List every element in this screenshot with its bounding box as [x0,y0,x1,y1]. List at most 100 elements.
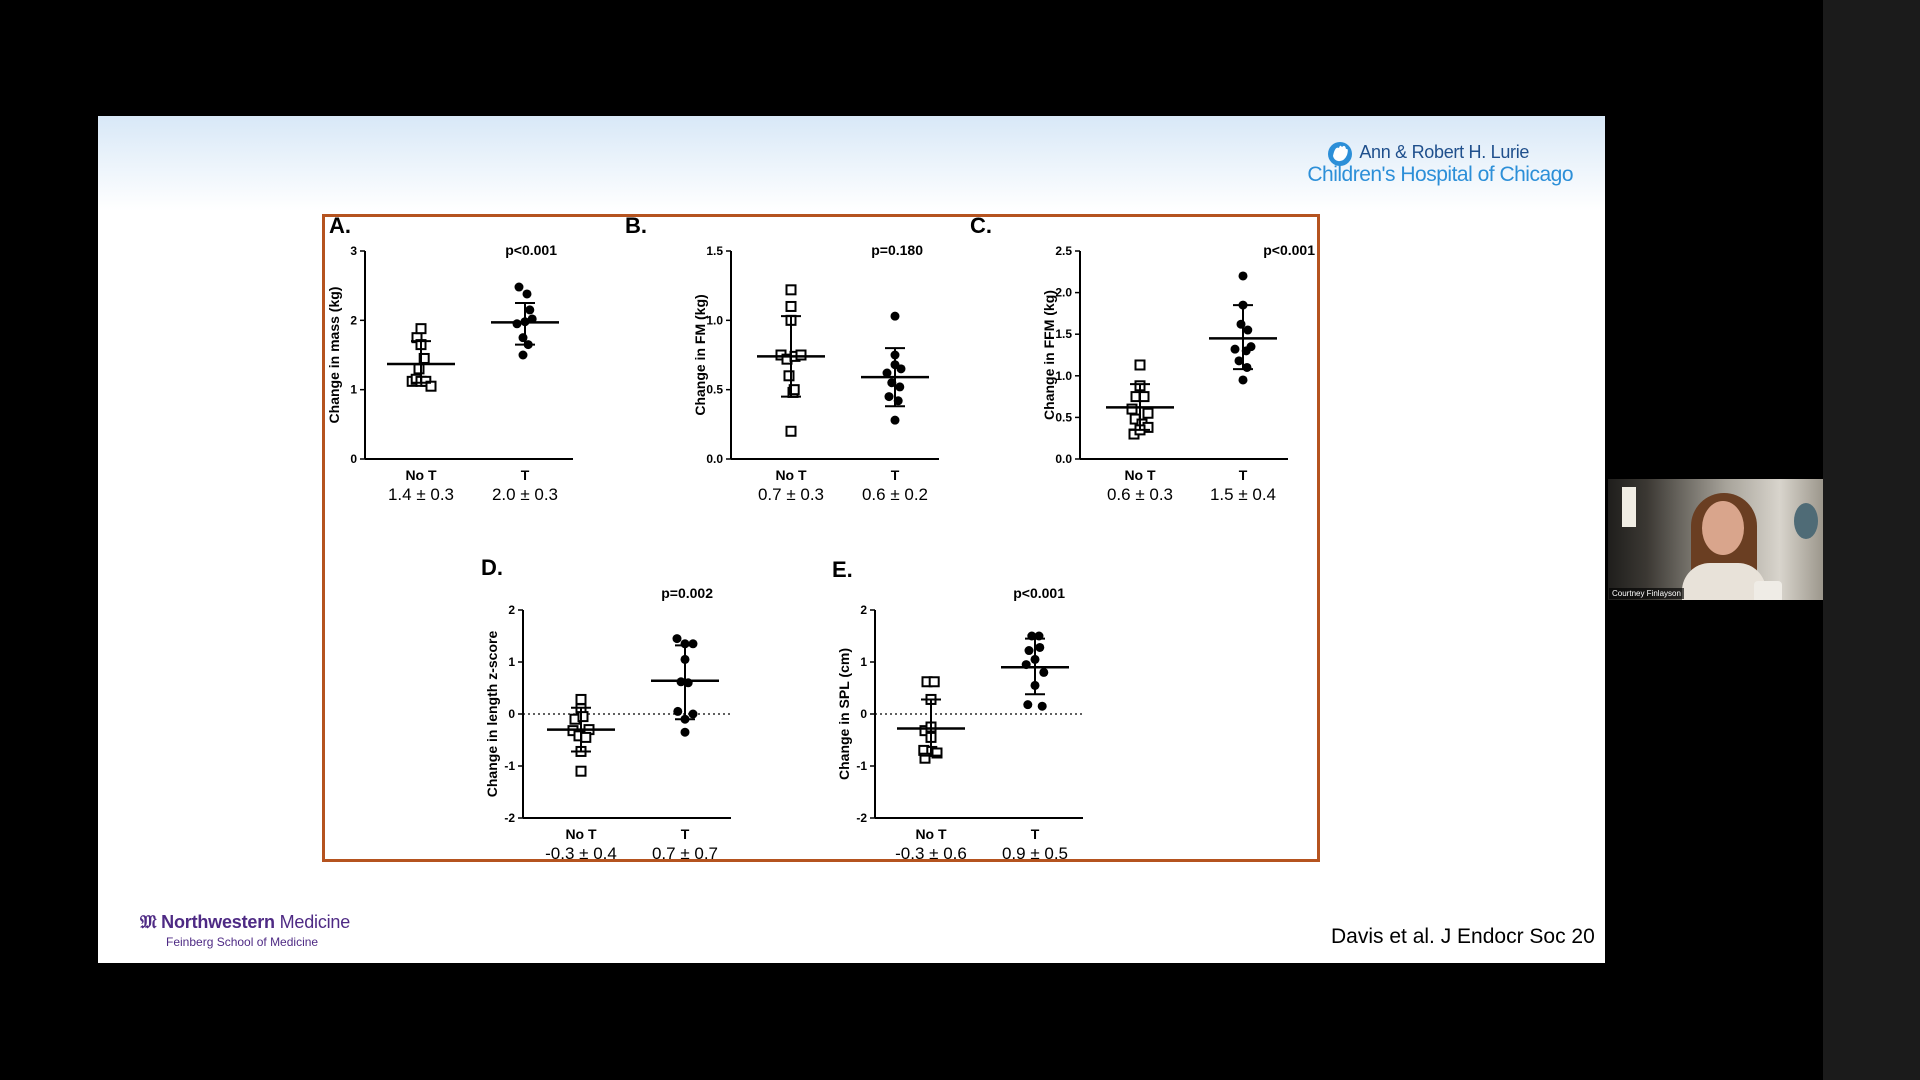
panel-e-t-point [1039,667,1049,677]
panel-e-t-point [1035,642,1045,652]
citation: Davis et al. J Endocr Soc 20 [1331,925,1595,948]
panel-d-no-t-category-label: No T [565,826,597,842]
panel-c-no-t-category-label: No T [1124,467,1156,483]
northwestern-logo-bold: Northwestern [161,912,275,932]
panel-c-y-tick-label: 2.0 [1055,286,1072,300]
panel-d-t-stat-label: 0.7 ± 0.7 [652,844,718,859]
panel-b-y-tick-label: 0.0 [706,452,723,466]
panel-b-t-point [895,382,905,392]
panel-c-y-tick-label: 0.5 [1055,410,1072,424]
panel-e-p-value: p<0.001 [1013,585,1065,601]
panel-b-no-t-point [795,349,807,361]
panel-d-no-t-point [575,693,587,705]
panel-a-no-t-point [413,363,425,375]
panel-e-no-t-stat-label: -0.3 ± 0.6 [895,844,967,859]
panel-a-y-label: Change in mass (kg) [326,287,342,424]
figure-panel-frame: 0 1 2 3 Change in mass (kg) A. p<0.001 No T 1.4 … [322,214,1320,862]
panel-b-no-t-stat-label: 0.7 ± 0.3 [758,485,824,504]
panel-c-y-tick-label: 1.0 [1055,369,1072,383]
panel-d-y-tick-label: 0 [508,707,515,721]
video-background-clock [1794,503,1818,539]
panel-b-y-tick-label: 0.5 [706,383,723,397]
hand-logo-icon [1328,142,1353,166]
panel-a-t-point [525,305,535,315]
video-participant-body [1682,563,1766,600]
panel-e-y-label: Change in SPL (cm) [836,648,852,780]
panel-b-no-t-point [785,300,797,312]
panel-c-t-point [1236,319,1246,329]
northwestern-medicine-logo: 𝔐 Northwestern Medicine Feinberg School … [140,912,350,949]
panel-d-label: D. [481,555,503,580]
panel-d-t-point [688,709,698,719]
panel-b-no-t-category-label: No T [775,467,807,483]
panel-c-no-t-point [1142,407,1154,419]
panel-b-no-t-point [785,425,797,437]
northwestern-logo-light: Medicine [279,912,351,932]
panel-b-no-t-point [788,384,800,396]
panel-c-t-point [1238,271,1248,281]
panel-d-no-t-point [575,765,587,777]
panel-e-label: E. [832,557,853,582]
panel-a-t-category-label: T [521,467,530,483]
panel-b-y-label: Change in FM (kg) [692,294,708,415]
panel-d-no-t-stat-label: -0.3 ± 0.4 [545,844,617,859]
panel-d-t-point [680,727,690,737]
northwestern-n-icon: 𝔐 [140,912,162,932]
panel-c-label: C. [970,217,992,238]
panel-b-t-point [884,392,894,402]
panel-e-no-t-point [931,747,943,759]
panel-d-t-point [672,634,682,644]
panel-e-y-tick-label: -2 [856,811,867,825]
panel-b-t-point [896,364,906,374]
panel-c-t-category-label: T [1239,467,1248,483]
panel-c-y-tick-label: 2.5 [1055,244,1072,258]
panel-e-y-tick-label: -1 [856,759,867,773]
panel-a-t-point [514,282,524,292]
panel-e-no-t-point [928,676,940,688]
panel-d-y-tick-label: 1 [508,655,515,669]
panel-a-t-stat-label: 2.0 ± 0.3 [492,485,558,504]
panel-c-t-point [1243,325,1253,335]
panel-a-t-point [512,319,522,329]
panel-e-y-tick-label: 0 [860,707,867,721]
panel-c-p-value: p<0.001 [1263,242,1315,258]
panel-b-y-tick-label: 1.5 [706,244,723,258]
participant-video-tile[interactable]: Courtney Finlayson [1608,479,1823,600]
panel-a-y-tick-label: 0 [350,452,357,466]
panel-a-no-t-point [425,380,437,392]
panel-e-y-tick-label: 1 [860,655,867,669]
panel-c-t-point [1234,356,1244,366]
panel-b-t-point [882,368,892,378]
panel-d-y-tick-label: 2 [508,603,515,617]
video-participant-face [1702,501,1744,555]
northwestern-logo-sub: Feinberg School of Medicine [166,935,319,949]
panel-a-p-value: p<0.001 [505,242,557,258]
panel-a-no-t-category-label: No T [405,467,437,483]
northwestern-logo-title: 𝔐 Northwestern Medicine [140,912,350,933]
panel-a-label: A. [329,217,351,238]
panel-d-t-point [673,706,683,716]
panel-a-y-tick-label: 2 [350,313,357,327]
panel-e-t-category-label: T [1031,826,1040,842]
panel-b-t-stat-label: 0.6 ± 0.2 [862,485,928,504]
lurie-childrens-logo: Ann & Robert H. Lurie Children's Hospita… [1307,142,1573,187]
panel-b-t-category-label: T [891,467,900,483]
panel-a-y-tick-label: 3 [350,244,357,258]
panel-b-t-point [890,311,900,321]
video-participant-cup [1754,581,1782,600]
panel-a-no-t-stat-label: 1.4 ± 0.3 [388,485,454,504]
panel-e-no-t-category-label: No T [915,826,947,842]
panel-e-t-point [1037,701,1047,711]
panel-e-no-t-point [919,752,931,764]
panel-c-y-tick-label: 0.0 [1055,452,1072,466]
panel-c-no-t-point [1134,359,1146,371]
panel-c-t-stat-label: 1.5 ± 0.4 [1210,485,1276,504]
panel-c-t-point [1246,342,1256,352]
panel-c-t-point [1238,375,1248,385]
panel-a-t-point [522,289,532,299]
panel-d-t-point [688,639,698,649]
panel-d-t-category-label: T [681,826,690,842]
figure-charts: 0 1 2 3 Change in mass (kg) A. p<0.001 No T 1.4 … [326,217,1315,859]
panel-b-no-t-point [783,370,795,382]
video-background-lamp [1622,487,1636,527]
